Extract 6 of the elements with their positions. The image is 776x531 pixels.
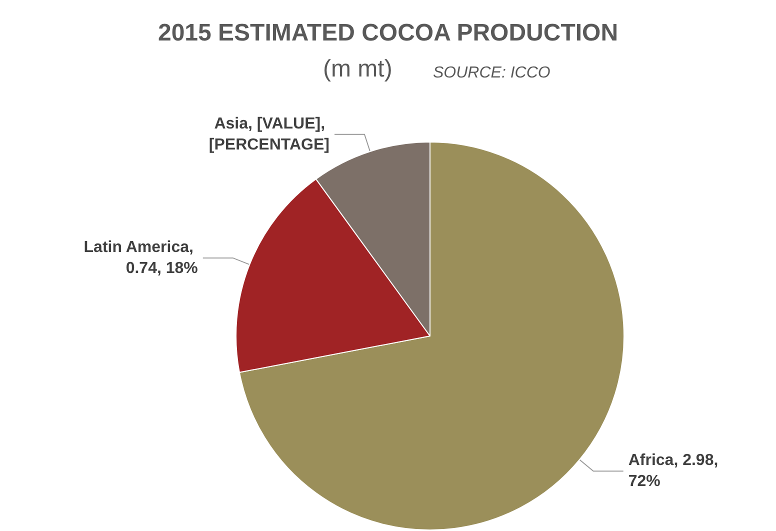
source-note: SOURCE: ICCO bbox=[433, 64, 550, 82]
slice-label: Africa, 2.98, 72% bbox=[628, 452, 723, 490]
chart-title: 2015 ESTIMATED COCOA PRODUCTION bbox=[158, 20, 618, 46]
slice-label: Asia, [VALUE], [PERCENTAGE] bbox=[208, 115, 330, 154]
chart-subtitle: (m mt) bbox=[323, 56, 392, 82]
slice-label: Latin America, 0.74, 18% bbox=[84, 238, 198, 277]
